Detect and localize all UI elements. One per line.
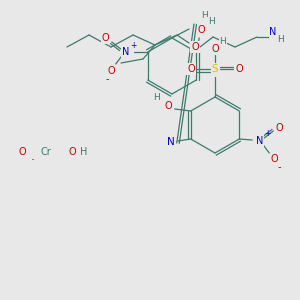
Text: O: O	[197, 25, 205, 35]
Text: O: O	[165, 101, 172, 111]
Text: H: H	[220, 38, 226, 46]
Text: O: O	[18, 147, 26, 157]
Text: H: H	[208, 17, 214, 26]
Text: N: N	[269, 27, 277, 37]
Text: +: +	[130, 40, 137, 50]
Text: S: S	[212, 64, 218, 74]
Text: O: O	[191, 42, 199, 52]
Text: O: O	[275, 123, 283, 133]
Text: Cr: Cr	[40, 147, 51, 157]
Text: O: O	[102, 33, 110, 43]
Text: O: O	[68, 147, 76, 157]
Text: H: H	[80, 147, 88, 157]
Text: H: H	[201, 11, 207, 20]
Text: O: O	[187, 64, 195, 74]
Text: H: H	[153, 94, 160, 103]
Text: O: O	[108, 66, 116, 76]
Text: O: O	[235, 64, 243, 74]
Text: N: N	[122, 47, 129, 57]
Text: -: -	[106, 74, 110, 84]
Text: .: .	[31, 149, 35, 163]
Text: H: H	[277, 34, 284, 43]
Text: -: -	[278, 162, 281, 172]
Text: O: O	[211, 44, 219, 54]
Text: N: N	[167, 137, 175, 147]
Text: N: N	[256, 136, 263, 146]
Text: O: O	[270, 154, 278, 164]
Text: +: +	[264, 130, 270, 139]
